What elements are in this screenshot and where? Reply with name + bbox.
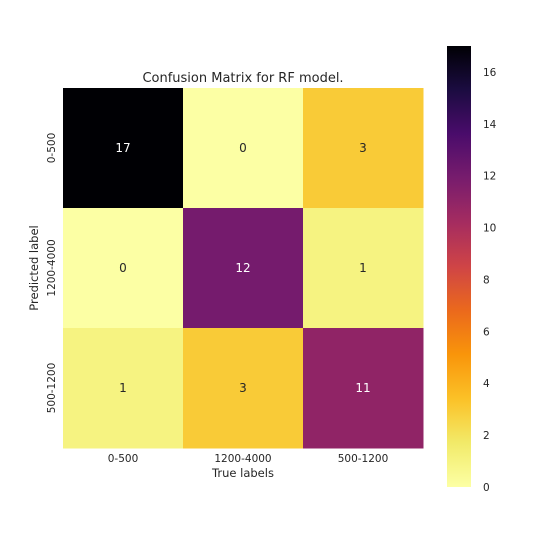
x-tick-label: 500-1200 <box>338 453 389 465</box>
cell-value-label: 0 <box>239 141 247 155</box>
colorbar-tick-label: 6 <box>483 326 490 338</box>
heatmap-cells <box>63 88 424 449</box>
y-tick-label: 1200-4000 <box>46 239 58 296</box>
chart-title: Confusion Matrix for RF model. <box>142 71 343 86</box>
cell-value-labels: 17 0 30 12 11 3 11 <box>115 141 370 395</box>
cell-value-label: 12 <box>235 261 250 275</box>
colorbar-tick-label: 12 <box>483 171 496 183</box>
x-tick-label: 0-500 <box>108 453 139 465</box>
colorbar-ticks: 0 2 4 6 8 10 12 14 16 <box>483 67 497 494</box>
heatmap-cell <box>63 88 184 209</box>
cell-value-label: 0 <box>119 261 127 275</box>
heatmap-cell <box>303 328 424 449</box>
cell-value-label: 1 <box>359 261 367 275</box>
colorbar-tick-label: 8 <box>483 274 490 286</box>
heatmap-cell <box>183 88 304 209</box>
colorbar-tick-label: 10 <box>483 223 496 235</box>
colorbar-tick-label: 2 <box>483 430 490 442</box>
y-axis-label: Predicted label <box>27 225 41 310</box>
heatmap-cell <box>63 328 184 449</box>
colorbar-tick-label: 0 <box>483 482 490 494</box>
x-axis-label: True labels <box>211 466 274 480</box>
y-tick-label: 500-1200 <box>46 363 58 414</box>
x-tick-labels: 0-500 1200-4000 500-1200 <box>108 453 389 465</box>
heatmap-cell <box>303 88 424 209</box>
heatmap-cell <box>183 328 304 449</box>
y-tick-labels: 0-500 1200-4000 500-1200 <box>46 133 58 414</box>
colorbar-tick-label: 16 <box>483 67 497 79</box>
cell-value-label: 1 <box>119 381 127 395</box>
colorbar-tick-label: 4 <box>483 378 490 390</box>
cell-value-label: 3 <box>359 141 367 155</box>
x-tick-label: 1200-4000 <box>214 453 271 465</box>
y-tick-label: 0-500 <box>46 133 58 164</box>
colorbar <box>447 46 471 487</box>
cell-value-label: 3 <box>239 381 247 395</box>
cell-value-label: 17 <box>115 141 130 155</box>
heatmap-cell <box>183 208 304 329</box>
heatmap-cell <box>303 208 424 329</box>
heatmap-cell <box>63 208 184 329</box>
cell-value-label: 11 <box>355 381 370 395</box>
colorbar-tick-label: 14 <box>483 119 497 131</box>
